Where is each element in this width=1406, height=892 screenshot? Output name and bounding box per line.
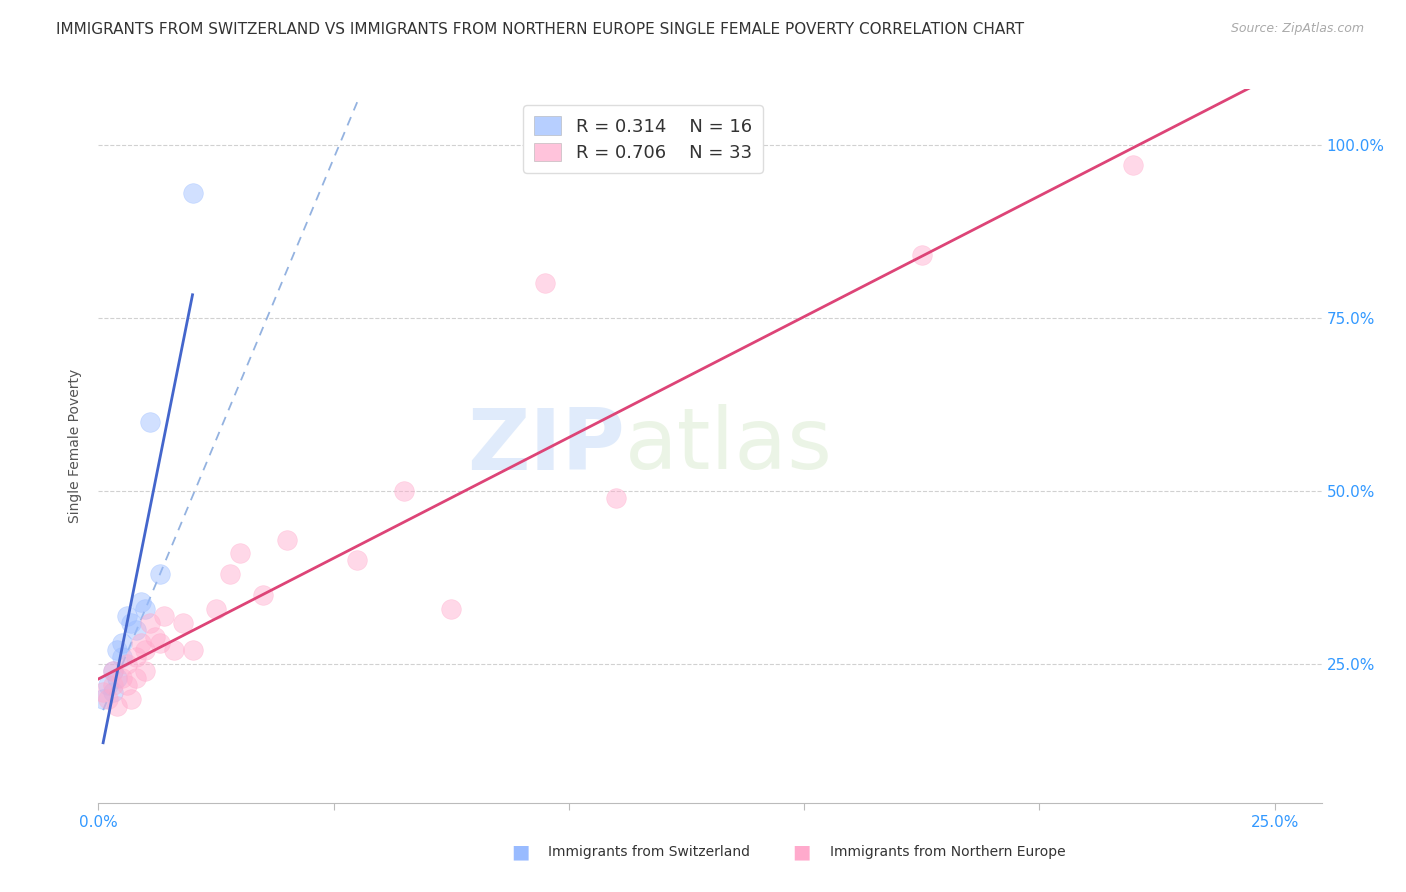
Point xyxy=(115,657,138,672)
Point xyxy=(228,546,250,560)
Text: Immigrants from Switzerland: Immigrants from Switzerland xyxy=(548,845,751,859)
Y-axis label: Single Female Poverty: Single Female Poverty xyxy=(69,369,83,523)
Text: Source: ZipAtlas.com: Source: ZipAtlas.com xyxy=(1230,22,1364,36)
Point xyxy=(105,643,128,657)
Point xyxy=(105,671,128,685)
Point xyxy=(252,588,274,602)
Text: ■: ■ xyxy=(792,842,811,862)
Point xyxy=(172,615,194,630)
Point xyxy=(139,615,162,630)
Point xyxy=(101,678,124,692)
Point xyxy=(111,650,134,665)
Point xyxy=(125,671,148,685)
Point xyxy=(134,664,156,678)
Point xyxy=(111,636,134,650)
Point xyxy=(101,685,124,699)
Point xyxy=(115,608,138,623)
Point xyxy=(911,248,934,262)
Point xyxy=(205,602,228,616)
Legend: R = 0.314    N = 16, R = 0.706    N = 33: R = 0.314 N = 16, R = 0.706 N = 33 xyxy=(523,105,762,173)
Point xyxy=(605,491,627,505)
Point xyxy=(1122,158,1144,172)
Point xyxy=(440,602,463,616)
Point xyxy=(392,483,416,498)
Point xyxy=(97,678,120,692)
Point xyxy=(125,650,148,665)
Point xyxy=(149,567,172,582)
Point xyxy=(111,671,134,685)
Text: ■: ■ xyxy=(510,842,530,862)
Point xyxy=(120,691,142,706)
Point xyxy=(101,664,124,678)
Point xyxy=(120,615,142,630)
Point xyxy=(91,691,114,706)
Point xyxy=(163,643,186,657)
Point xyxy=(97,691,120,706)
Point xyxy=(181,643,204,657)
Point xyxy=(129,595,152,609)
Point xyxy=(276,533,298,547)
Point xyxy=(134,602,156,616)
Point xyxy=(115,678,138,692)
Point xyxy=(143,630,166,644)
Point xyxy=(153,608,176,623)
Point xyxy=(149,636,172,650)
Point xyxy=(346,553,368,567)
Point xyxy=(534,276,557,290)
Point xyxy=(139,415,162,429)
Text: IMMIGRANTS FROM SWITZERLAND VS IMMIGRANTS FROM NORTHERN EUROPE SINGLE FEMALE POV: IMMIGRANTS FROM SWITZERLAND VS IMMIGRANT… xyxy=(56,22,1025,37)
Point xyxy=(91,685,114,699)
Text: atlas: atlas xyxy=(624,404,832,488)
Point xyxy=(105,698,128,713)
Text: ZIP: ZIP xyxy=(467,404,624,488)
Point xyxy=(125,623,148,637)
Text: Immigrants from Northern Europe: Immigrants from Northern Europe xyxy=(830,845,1066,859)
Point xyxy=(129,636,152,650)
Point xyxy=(219,567,242,582)
Point xyxy=(134,643,156,657)
Point xyxy=(181,186,204,201)
Point xyxy=(101,664,124,678)
